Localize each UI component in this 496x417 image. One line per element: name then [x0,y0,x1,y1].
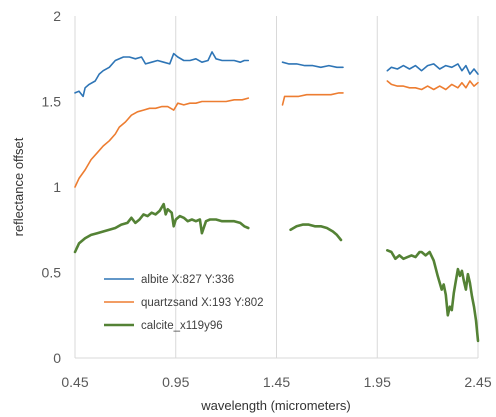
y-axis-label: reflectance offset [11,137,26,236]
x-tick-labels: 0.45 0.95 1.45 1.95 2.45 [61,374,491,390]
y-tick-label: 1 [53,179,61,195]
series-line-2-segment-0 [73,202,250,254]
series-line-2-segment-1 [289,223,343,242]
series-line-0-segment-0 [74,51,250,98]
y-tick-label: 1.5 [42,94,62,110]
x-tick-label: 0.45 [61,374,88,390]
series-line-0-segment-2 [386,63,479,75]
x-tick-label: 1.95 [364,374,391,390]
x-tick-label: 1.45 [263,374,290,390]
series-group [73,51,480,343]
y-tick-label: 0 [53,350,61,366]
x-tick-label: 0.95 [162,374,189,390]
y-tick-labels: 0 0.5 1 1.5 2 [42,8,62,366]
series-line-1-segment-2 [386,80,479,91]
x-axis-label: wavelength (micrometers) [200,398,351,413]
series-line-0-segment-1 [281,61,344,69]
x-tick-label: 2.45 [464,374,491,390]
series-line-1-segment-0 [74,97,250,188]
legend-label-2: calcite_x119y96 [141,320,223,332]
legend: albite X:827 Y:336 quartzsand X:193 Y:802… [104,274,264,332]
series-line-1-segment-1 [281,92,344,106]
y-tick-label: 2 [53,8,61,24]
y-tick-label: 0.5 [42,265,62,281]
series-line-2-segment-2 [385,249,480,343]
legend-label-1: quartzsand X:193 Y:802 [141,297,264,309]
legend-label-0: albite X:827 Y:336 [141,274,234,286]
